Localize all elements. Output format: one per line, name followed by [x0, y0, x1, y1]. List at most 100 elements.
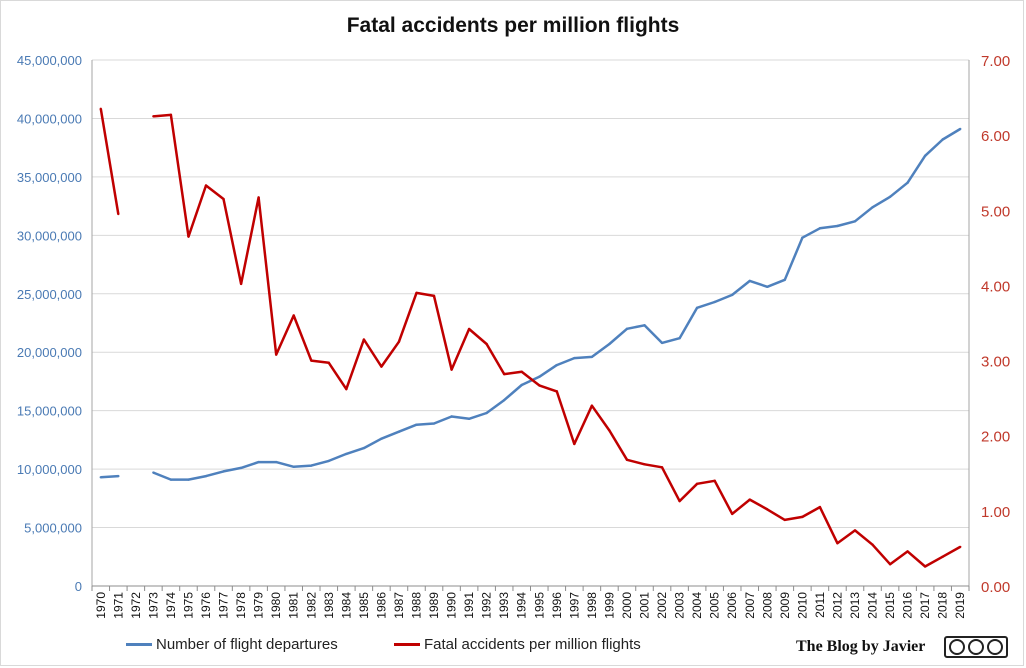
fatal-accidents-point-1970	[99, 107, 102, 111]
fatal-accidents-point-2010	[801, 515, 804, 519]
legend-label-fatal-accidents: Fatal accidents per million flights	[424, 636, 641, 653]
x-tick-label: 2006	[725, 592, 739, 619]
x-tick-label: 1995	[532, 592, 546, 619]
fatal-accidents-point-1991	[467, 327, 471, 331]
x-tick-label: 2012	[830, 592, 844, 619]
departures-point-1997	[573, 356, 576, 360]
legend-swatch-fatal-accidents	[394, 643, 420, 646]
fatal-accidents-point-2011	[818, 505, 822, 509]
y-left-tick-label: 35,000,000	[17, 170, 82, 185]
x-tick-label: 2014	[866, 592, 880, 619]
departures-point-2007	[748, 279, 751, 283]
fatal-accidents-point-2005	[713, 479, 716, 482]
fatal-accidents-point-1974	[169, 113, 173, 117]
departures-line	[100, 474, 119, 479]
x-tick-label: 2011	[813, 592, 827, 618]
departures-point-1987	[397, 430, 401, 433]
fatal-accidents-point-2014	[871, 543, 874, 546]
departures-point-1992	[485, 411, 488, 415]
fatal-accidents-point-1983	[327, 361, 330, 365]
x-tick-label: 2013	[848, 592, 862, 619]
departures-point-2009	[783, 278, 787, 281]
departures-point-2004	[695, 306, 699, 310]
departures-point-1996	[555, 363, 559, 367]
departures-point-2008	[766, 285, 769, 288]
x-tick-label: 1976	[199, 592, 213, 619]
departures-point-2015	[888, 195, 892, 198]
fatal-accidents-point-1982	[310, 359, 313, 362]
x-tick-label: 1993	[497, 592, 511, 619]
x-tick-label: 1978	[234, 592, 248, 619]
fatal-accidents-point-1987	[397, 340, 401, 343]
x-tick-label: 2000	[620, 592, 634, 619]
departures-point-1981	[292, 465, 295, 468]
fatal-accidents-point-1995	[538, 384, 541, 387]
y-right-tick-label: 2.00	[981, 429, 1010, 446]
fatal-accidents-point-1993	[502, 372, 506, 376]
x-tick-label: 2017	[918, 592, 932, 619]
credit-text: The Blog by Javier	[796, 638, 926, 655]
departures-point-2019	[959, 127, 962, 131]
y-left-tick-label: 45,000,000	[17, 53, 82, 68]
x-tick-label: 2015	[883, 592, 897, 619]
fatal-accidents-point-1992	[485, 342, 488, 346]
fatal-accidents-point-1997	[573, 442, 576, 446]
departures-point-1991	[467, 417, 471, 421]
fatal-accidents-point-1978	[239, 282, 243, 286]
chart-title: Fatal accidents per million flights	[346, 14, 680, 37]
x-tick-label: 2008	[760, 592, 774, 619]
fatal-accidents-point-1971	[117, 212, 120, 216]
fatal-accidents-point-1981	[292, 314, 295, 317]
x-tick-label: 1991	[462, 592, 476, 619]
y-left-tick-label: 0	[75, 579, 82, 594]
y-right-tick-label: 6.00	[981, 128, 1010, 145]
x-tick-label: 2019	[953, 592, 967, 619]
fatal-accidents-point-2012	[836, 541, 839, 545]
departures-point-2005	[713, 300, 716, 304]
fatal-accidents-point-1984	[345, 387, 348, 391]
y-right-tick-label: 7.00	[981, 53, 1010, 70]
x-tick-label: 2010	[795, 592, 809, 619]
fatal-accidents-point-1999	[608, 429, 611, 432]
fatal-accidents-point-2002	[660, 466, 664, 469]
fatal-accidents-point-1977	[222, 197, 225, 201]
x-tick-label: 1988	[409, 592, 423, 619]
departures-point-1995	[538, 375, 541, 378]
y-right-tick-label: 0.00	[981, 579, 1010, 596]
departures-point-2010	[801, 236, 804, 239]
fatal-accidents-point-1976	[204, 184, 208, 187]
departures-point-1975	[187, 478, 190, 481]
y-right-tick-label: 4.00	[981, 278, 1010, 295]
x-tick-label: 1985	[357, 592, 371, 619]
x-tick-label: 1981	[287, 592, 301, 619]
fatal-accidents-point-1996	[555, 390, 559, 393]
fatal-accidents-point-1998	[590, 404, 594, 407]
y-right-tick-label: 3.00	[981, 354, 1010, 371]
departures-point-1977	[222, 470, 225, 473]
departures-point-1974	[169, 478, 173, 481]
x-tick-label: 1986	[374, 592, 388, 619]
fatal-accidents-point-2013	[853, 529, 857, 532]
departures-point-1989	[432, 422, 436, 425]
fatal-accidents-point-1975	[187, 235, 190, 238]
y-right-tick-label: 1.00	[981, 504, 1010, 521]
departures-point-1976	[204, 474, 208, 478]
x-tick-label: 1977	[217, 592, 231, 619]
departures-point-1990	[450, 415, 453, 418]
x-tick-label: 2005	[708, 592, 722, 619]
x-tick-label: 1983	[322, 592, 336, 619]
fatal-accidents-point-1985	[362, 338, 366, 341]
x-tick-label: 2002	[655, 592, 669, 619]
y-right-tick-label: 5.00	[981, 203, 1010, 220]
x-tick-label: 1999	[602, 592, 616, 619]
fatal-accidents-line	[99, 108, 120, 215]
fatal-accidents-point-1989	[432, 294, 436, 298]
departures-point-1971	[117, 474, 120, 478]
x-tick-label: 1987	[392, 592, 406, 619]
y-left-tick-label: 40,000,000	[17, 111, 82, 126]
departures-point-1999	[608, 342, 611, 346]
x-tick-label: 1982	[304, 592, 318, 619]
departures-point-1982	[310, 464, 313, 467]
legend-item-departures: Number of flight departures	[126, 636, 338, 653]
